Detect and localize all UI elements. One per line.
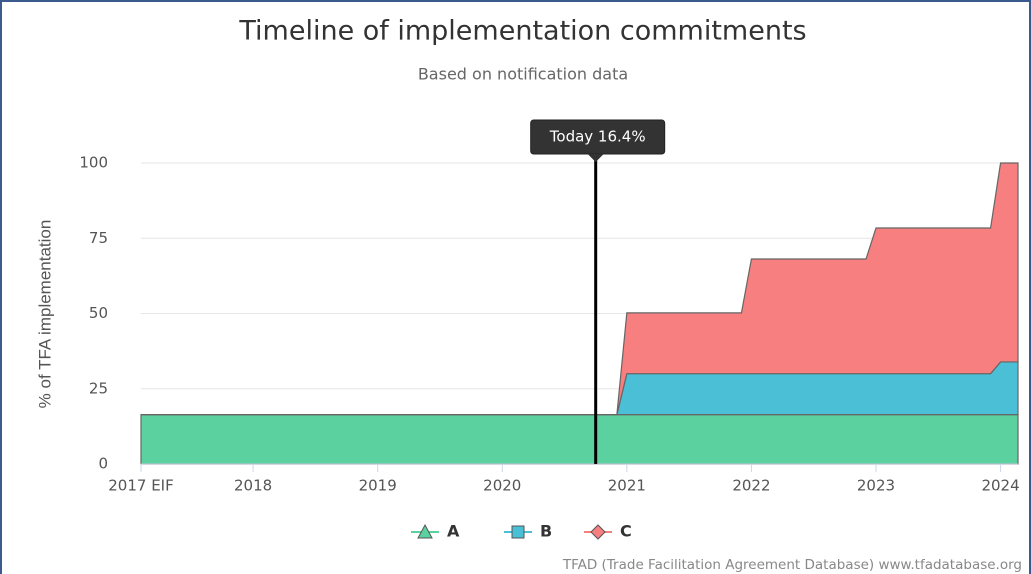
y-tick-label: 25 — [89, 379, 108, 397]
x-tick-label: 2019 — [359, 477, 397, 495]
legend-label: A — [447, 522, 460, 541]
y-tick-label: 100 — [79, 154, 108, 172]
y-tick-label: 0 — [98, 455, 108, 473]
x-tick-label: 2024 — [981, 477, 1019, 495]
x-tick-label: 2020 — [483, 477, 521, 495]
area — [141, 162, 1019, 416]
legend-label: C — [620, 522, 632, 541]
x-tick-label: 2018 — [234, 477, 272, 495]
x-tick-label: 2021 — [608, 477, 646, 495]
legend-label: B — [540, 522, 552, 541]
y-tick-label: 50 — [89, 304, 108, 322]
y-axis-title: % of TFA implementation — [35, 220, 54, 409]
chart-title: Timeline of implementation commitments — [238, 16, 806, 47]
legend-marker — [511, 525, 525, 539]
area — [140, 414, 1019, 465]
chart-subtitle: Based on notification data — [418, 65, 628, 84]
legend-marker — [417, 523, 433, 539]
legend-marker — [590, 524, 606, 540]
x-tick-label: 2023 — [857, 477, 895, 495]
today-pointer — [587, 154, 604, 162]
x-tick-label: 2022 — [732, 477, 770, 495]
credit: TFAD (Trade Facilitation Agreement Datab… — [562, 557, 1022, 573]
y-tick-label: 75 — [89, 229, 108, 247]
today-label: Today 16.4% — [549, 128, 646, 146]
x-tick-label: 2017 EIF — [108, 477, 173, 495]
